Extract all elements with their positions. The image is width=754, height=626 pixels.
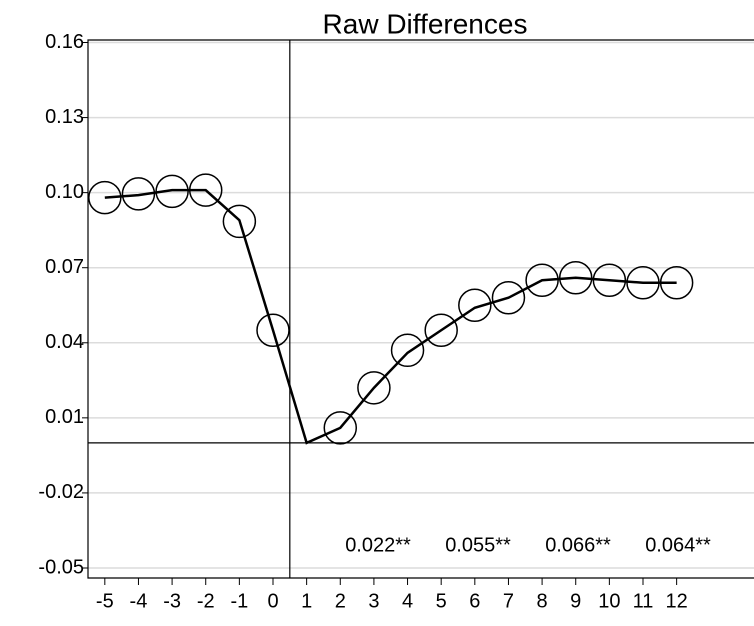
- y-tick-label: -0.05: [38, 556, 84, 578]
- data-line: [104, 188, 677, 445]
- data-point: [222, 204, 257, 239]
- x-tick-label: -3: [163, 590, 181, 612]
- x-tick-label: -2: [197, 590, 215, 612]
- data-point: [188, 173, 223, 207]
- data-point: [121, 177, 156, 211]
- x-tick-label: 0: [267, 590, 278, 612]
- x-tick-label: 6: [469, 590, 480, 612]
- annotation: 0.066**: [545, 534, 611, 556]
- y-tick-label: 0.13: [45, 106, 84, 128]
- annotation: 0.055**: [445, 534, 511, 556]
- data-point: [525, 263, 559, 297]
- data-point: [155, 174, 189, 209]
- x-tick-label: 11: [633, 590, 654, 612]
- x-tick-label: 5: [436, 590, 447, 612]
- data-point: [491, 280, 526, 315]
- data-point: [323, 411, 358, 445]
- data-point: [390, 333, 425, 368]
- chart-title: Raw Differences: [323, 8, 528, 39]
- data-point: [88, 180, 122, 215]
- x-tick-label: 4: [402, 590, 413, 612]
- data-point: [659, 265, 694, 300]
- x-tick-label: -4: [130, 590, 148, 612]
- x-tick-label: 12: [666, 590, 688, 612]
- data-point: [626, 265, 660, 300]
- plot-frame: [87, 39, 754, 579]
- x-tick-label: -1: [230, 590, 248, 612]
- data-point: [256, 313, 290, 348]
- y-tick-label: 0.10: [45, 181, 84, 203]
- data-point: [357, 371, 391, 405]
- y-tick-label: -0.02: [38, 481, 84, 503]
- data-point: [558, 260, 593, 295]
- x-tick-label: 2: [335, 590, 346, 612]
- y-tick-label: 0.04: [45, 331, 84, 353]
- data-point: [458, 288, 492, 322]
- y-tick-label: 0.16: [45, 31, 84, 53]
- x-tick-label: 3: [368, 590, 379, 612]
- x-tick-label: -5: [96, 590, 114, 612]
- x-tick-label: 10: [598, 590, 620, 612]
- annotation: 0.022**: [345, 534, 411, 556]
- y-tick-label: 0.01: [45, 406, 84, 428]
- x-tick-label: 7: [503, 590, 514, 612]
- data-point: [592, 263, 627, 297]
- data-point: [424, 313, 458, 348]
- annotation: 0.064**: [645, 534, 711, 556]
- x-tick-label: 1: [301, 590, 312, 612]
- x-tick-label: 8: [537, 590, 548, 612]
- y-tick-label: 0.07: [45, 256, 84, 278]
- x-tick-label: 9: [570, 590, 581, 612]
